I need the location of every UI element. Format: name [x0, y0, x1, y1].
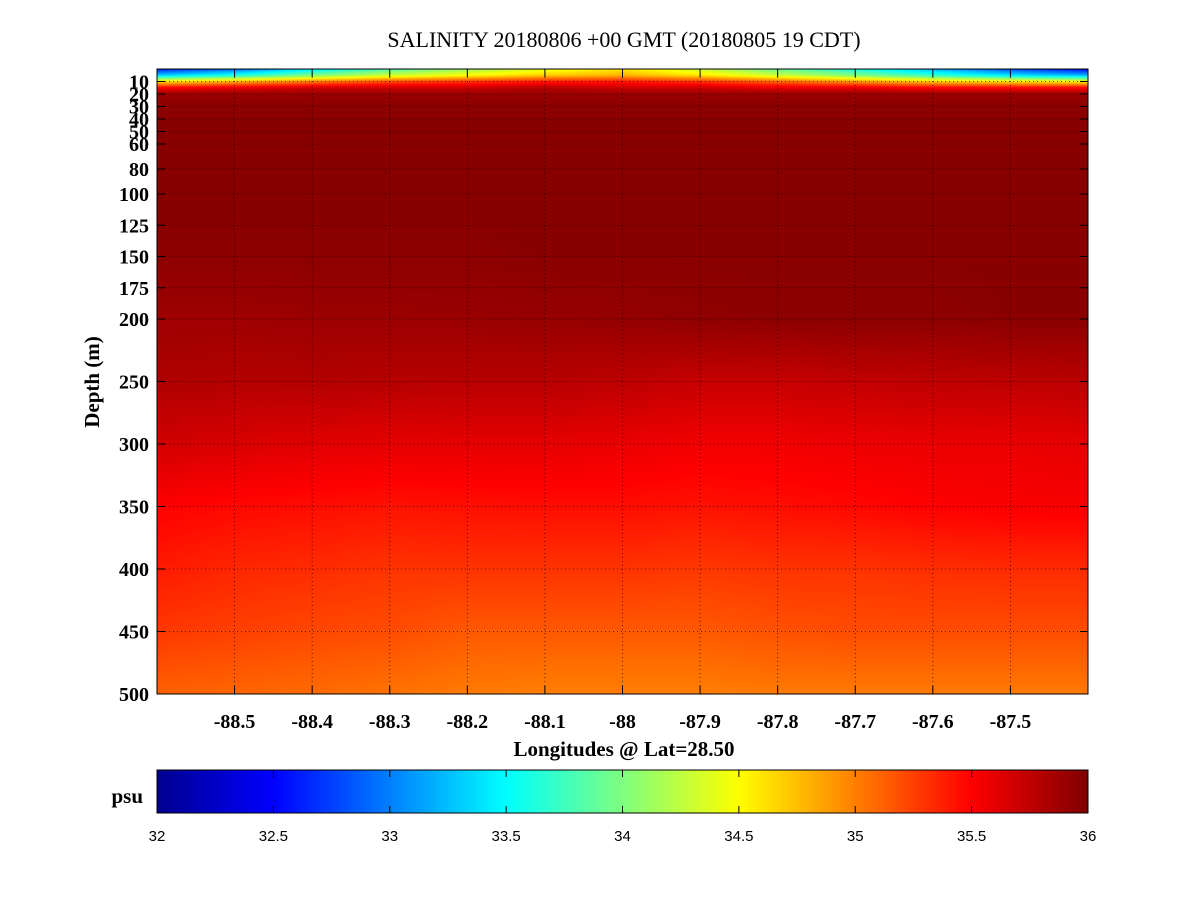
x-tick-label: -87.9 [679, 711, 721, 733]
colorbar-tick-label: 32.5 [259, 828, 288, 845]
x-tick-label: -88.2 [446, 711, 488, 733]
y-tick-label: 50 [129, 122, 149, 144]
y-tick-label: 350 [119, 497, 149, 519]
y-tick-label: 250 [119, 372, 149, 394]
y-tick-label: 400 [119, 559, 149, 581]
y-tick-label: 80 [129, 159, 149, 181]
y-tick-label: 30 [129, 97, 149, 119]
colorbar-tick-label: 33 [381, 828, 398, 845]
colorbar-ticks: 32 32.5 33 33.5 34 34.5 35 35.5 36 [149, 770, 1097, 845]
plot-area: -88.5 -88.4 -88.3 -88.2 -88.1 -88 -87.9 -87.8 -8… [119, 68, 1089, 733]
chart-title: SALINITY 20180806 +00 GMT (20180805 19 C… [387, 27, 860, 52]
y-tick-label: 60 [129, 134, 149, 156]
colorbar-tick-label: 35.5 [957, 828, 986, 845]
colorbar-tick-label: 33.5 [492, 828, 521, 845]
colorbar-gradient [157, 770, 1088, 813]
colorbar-tick-label: 32 [149, 828, 166, 845]
x-tick-label: -87.6 [912, 711, 954, 733]
x-axis-label: Longitudes @ Lat=28.50 [513, 737, 734, 761]
grid-lines [157, 69, 1088, 695]
y-tick-label: 10 [129, 72, 149, 94]
colorbar-tick-label: 36 [1080, 828, 1097, 845]
y-tick-label: 450 [119, 622, 149, 644]
y-tick-label: 100 [119, 184, 149, 206]
x-tick-label: -88.3 [369, 711, 411, 733]
colorbar-tick-label: 35 [847, 828, 864, 845]
y-axis-label: Depth (m) [80, 336, 104, 428]
x-tick-label: -87.7 [834, 711, 876, 733]
x-tick-label: -88.5 [214, 711, 256, 733]
x-axis-ticks: -88.5 -88.4 -88.3 -88.2 -88.1 -88 -87.9 -87.8 -8… [214, 69, 1032, 733]
y-tick-label: 175 [119, 278, 149, 300]
y-tick-label: 125 [119, 215, 149, 237]
colorbar-tick-label: 34.5 [724, 828, 753, 845]
y-tick-label: 20 [129, 84, 149, 106]
colorbar-unit-label: psu [111, 784, 143, 808]
x-tick-label: -87.8 [757, 711, 799, 733]
colorbar-tick-label: 34 [614, 828, 631, 845]
x-tick-label: -88 [609, 711, 636, 733]
y-tick-label: 300 [119, 434, 149, 456]
y-tick-label: 200 [119, 309, 149, 331]
x-tick-label: -87.5 [990, 711, 1032, 733]
colorbar: psu 32 32.5 33 33.5 34 34.5 35 35.5 36 [111, 769, 1097, 845]
y-tick-label: 150 [119, 247, 149, 269]
y-tick-label: 40 [129, 109, 149, 131]
y-tick-label: 500 [119, 684, 149, 706]
x-tick-label: -88.4 [291, 711, 333, 733]
x-tick-label: -88.1 [524, 711, 566, 733]
